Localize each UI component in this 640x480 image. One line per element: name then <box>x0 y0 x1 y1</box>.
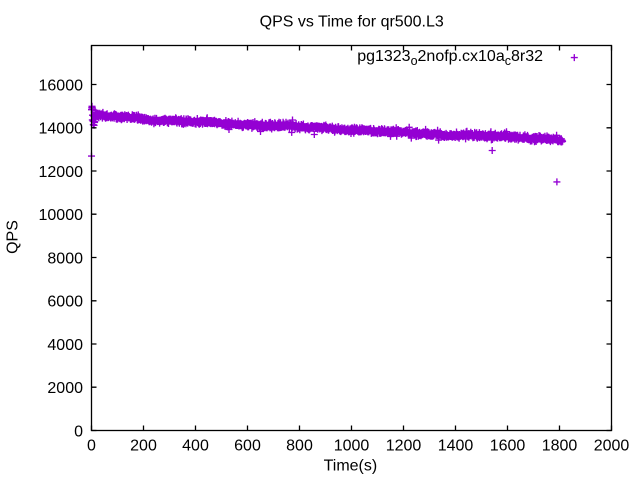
svg-text:0: 0 <box>74 423 83 440</box>
svg-text:0: 0 <box>87 437 96 454</box>
svg-text:Time(s): Time(s) <box>324 457 378 474</box>
svg-text:2000: 2000 <box>47 380 83 397</box>
svg-text:10000: 10000 <box>39 207 84 224</box>
svg-text:1400: 1400 <box>438 437 474 454</box>
svg-text:pg1323o2nofp.cx10ac8r32: pg1323o2nofp.cx10ac8r32 <box>357 48 543 68</box>
svg-text:800: 800 <box>286 437 313 454</box>
svg-text:QPS: QPS <box>5 220 22 254</box>
svg-text:1800: 1800 <box>542 437 578 454</box>
svg-text:1000: 1000 <box>334 437 370 454</box>
svg-text:QPS vs Time for qr500.L3: QPS vs Time for qr500.L3 <box>260 13 444 30</box>
svg-text:600: 600 <box>234 437 261 454</box>
svg-text:200: 200 <box>130 437 157 454</box>
svg-text:16000: 16000 <box>39 77 84 94</box>
svg-text:2000: 2000 <box>594 437 630 454</box>
svg-text:14000: 14000 <box>39 121 84 138</box>
svg-text:1600: 1600 <box>490 437 526 454</box>
svg-text:8000: 8000 <box>47 250 83 267</box>
svg-text:6000: 6000 <box>47 294 83 311</box>
svg-text:1200: 1200 <box>386 437 422 454</box>
svg-text:4000: 4000 <box>47 337 83 354</box>
svg-text:400: 400 <box>182 437 209 454</box>
svg-text:12000: 12000 <box>39 164 84 181</box>
